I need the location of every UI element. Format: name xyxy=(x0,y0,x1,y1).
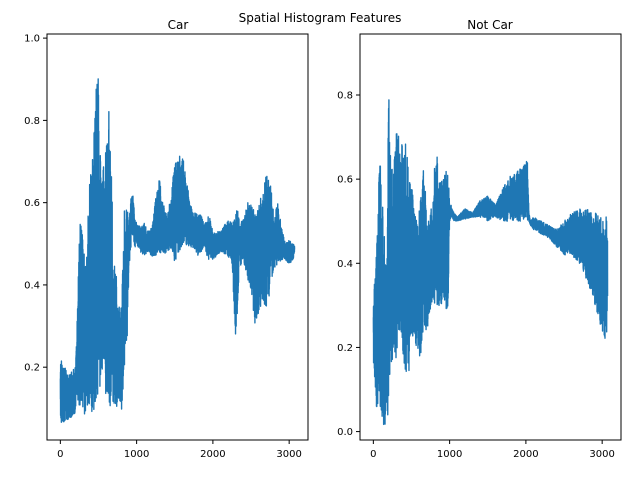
ytick-label: 1.0 xyxy=(24,34,40,45)
ytick-label: 0.4 xyxy=(337,259,353,270)
series-line-not-car xyxy=(372,99,609,426)
ytick-label: 0.0 xyxy=(337,427,353,438)
axes-car: Car 0.2 0.4 0.6 0.8 1.0 0 1000 2000 3000 xyxy=(24,18,309,460)
xtick-label: 1000 xyxy=(437,449,462,460)
ytick-label: 0.6 xyxy=(337,175,353,186)
x-axis-not-car: 0 1000 2000 3000 xyxy=(370,440,615,460)
xtick-label: 2000 xyxy=(513,449,538,460)
xtick-label: 0 xyxy=(370,449,376,460)
y-axis-not-car: 0.0 0.2 0.4 0.6 0.8 xyxy=(337,91,360,438)
x-axis-car: 0 1000 2000 3000 xyxy=(57,440,302,460)
ytick-label: 0.8 xyxy=(337,91,353,102)
axes-frame-car xyxy=(46,33,309,441)
xtick-label: 2000 xyxy=(200,449,225,460)
title-car: Car xyxy=(168,18,189,32)
ytick-label: 0.2 xyxy=(337,343,353,354)
xtick-label: 3000 xyxy=(276,449,301,460)
series-layer-car xyxy=(59,78,296,423)
series-layer-not-car xyxy=(372,99,609,426)
xtick-label: 3000 xyxy=(589,449,614,460)
ytick-label: 0.8 xyxy=(24,116,40,127)
chart-suptitle: Spatial Histogram Features xyxy=(239,11,402,25)
series-line-car xyxy=(59,78,296,423)
ytick-label: 0.2 xyxy=(24,363,40,374)
title-not-car: Not Car xyxy=(467,18,513,32)
xtick-label: 1000 xyxy=(124,449,149,460)
xtick-label: 0 xyxy=(57,449,63,460)
ytick-label: 0.6 xyxy=(24,198,40,209)
ytick-label: 0.4 xyxy=(24,280,40,291)
axes-frame-not-car xyxy=(359,33,622,441)
axes-not-car: Not Car 0.0 0.2 0.4 0.6 0.8 0 1000 2000 3000 xyxy=(337,18,622,460)
y-axis-car: 0.2 0.4 0.6 0.8 1.0 xyxy=(24,34,47,374)
